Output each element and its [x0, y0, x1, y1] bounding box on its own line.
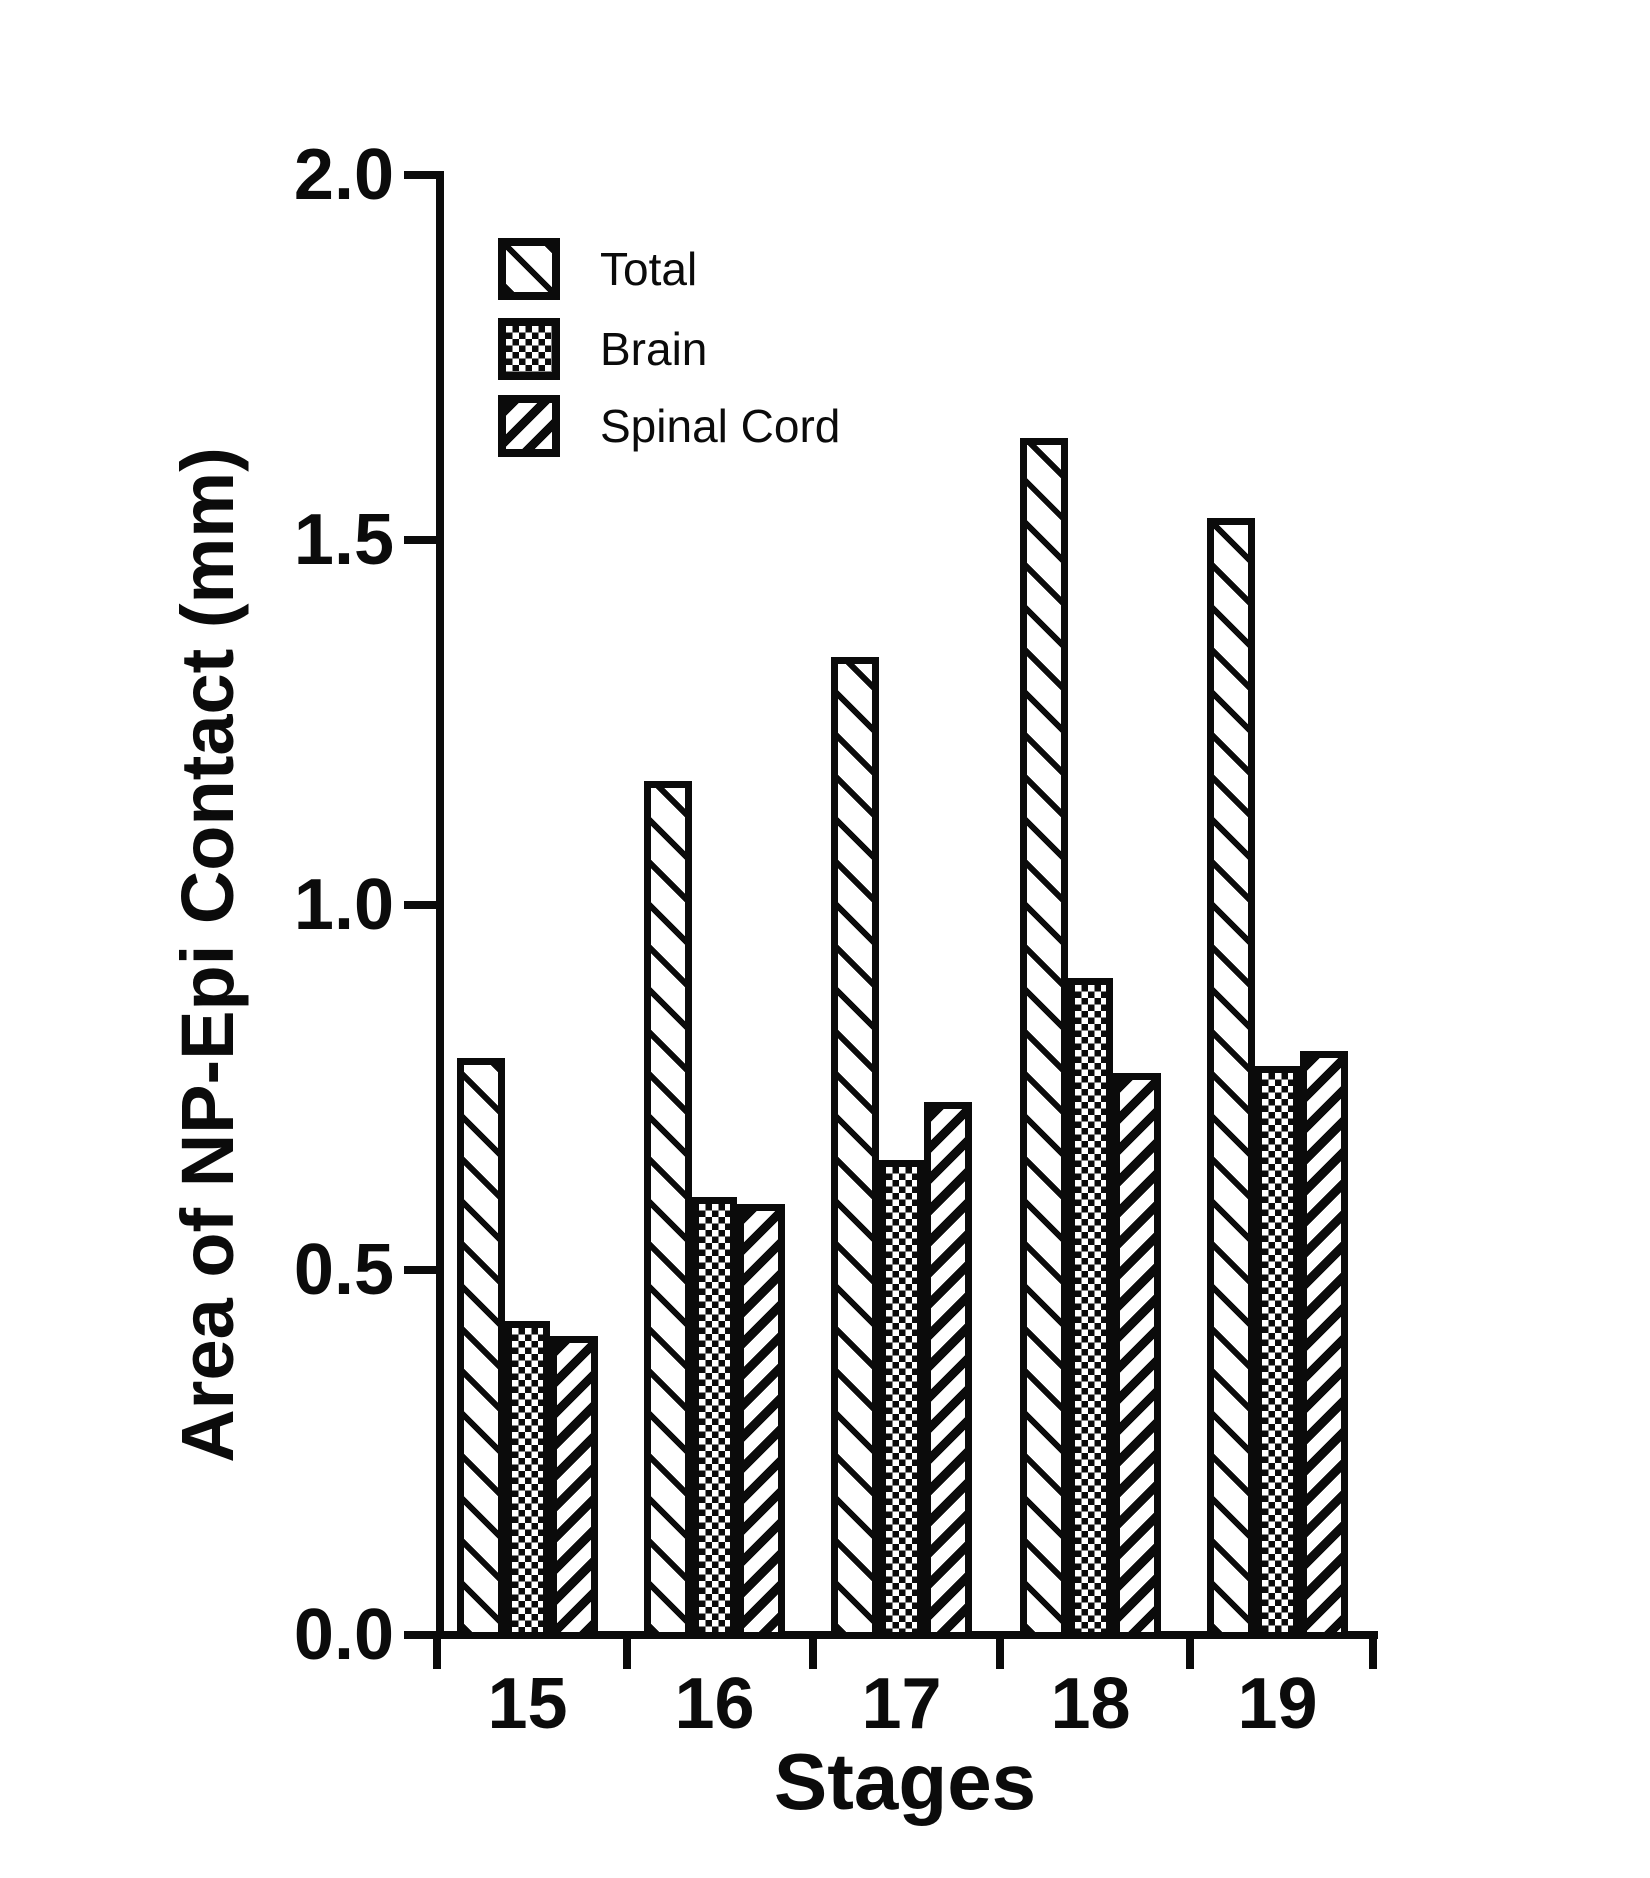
bar-spinal-cord-stage-18 — [1113, 1073, 1161, 1639]
legend-swatch-spinal-cord — [498, 395, 560, 457]
y-axis-line — [436, 171, 444, 1639]
bar-spinal-cord-stage-19 — [1300, 1051, 1348, 1639]
y-tick-label-0.0: 0.0 — [293, 1595, 394, 1675]
y-tick-label-2.0: 2.0 — [293, 135, 394, 215]
x-tick-0 — [433, 1639, 441, 1669]
legend-swatch-total — [498, 238, 560, 300]
bar-brain-stage-18 — [1068, 978, 1113, 1639]
legend-label-spinal-cord: Spinal Cord — [600, 400, 841, 452]
x-tick-1 — [623, 1639, 631, 1669]
bar-spinal-cord-stage-17 — [924, 1102, 972, 1639]
x-tick-label-17: 17 — [861, 1664, 942, 1744]
y-tick-0.5 — [404, 1266, 436, 1274]
bar-brain-stage-15 — [505, 1321, 550, 1639]
bar-total-stage-18 — [1020, 438, 1068, 1639]
x-tick-label-18: 18 — [1050, 1664, 1131, 1744]
bar-total-stage-17 — [831, 657, 879, 1639]
x-tick-2 — [809, 1639, 817, 1669]
bar-brain-stage-17 — [879, 1160, 924, 1639]
bar-spinal-cord-stage-16 — [737, 1204, 785, 1639]
y-tick-1.0 — [404, 901, 436, 909]
x-tick-label-19: 19 — [1237, 1664, 1318, 1744]
bar-total-stage-16 — [644, 781, 692, 1639]
x-tick-4 — [1186, 1639, 1194, 1669]
bar-brain-stage-16 — [692, 1197, 737, 1639]
legend-swatch-brain — [498, 318, 560, 380]
y-tick-1.5 — [404, 536, 436, 544]
x-tick-5 — [1369, 1639, 1377, 1669]
y-tick-0.0 — [404, 1631, 436, 1639]
y-tick-2.0 — [404, 171, 436, 179]
bar-brain-stage-19 — [1255, 1066, 1300, 1639]
x-tick-label-16: 16 — [674, 1664, 755, 1744]
bar-spinal-cord-stage-15 — [550, 1336, 598, 1639]
x-tick-3 — [996, 1639, 1004, 1669]
legend-label-total: Total — [600, 243, 698, 295]
legend-label-brain: Brain — [600, 323, 708, 375]
y-tick-label-0.5: 0.5 — [293, 1230, 394, 1310]
y-tick-label-1.5: 1.5 — [293, 500, 394, 580]
x-axis-label: Stages — [773, 1737, 1037, 1826]
bar-total-stage-15 — [457, 1058, 505, 1639]
x-tick-label-15: 15 — [487, 1664, 568, 1744]
bar-total-stage-19 — [1207, 518, 1255, 1639]
y-tick-label-1.0: 1.0 — [293, 865, 394, 945]
